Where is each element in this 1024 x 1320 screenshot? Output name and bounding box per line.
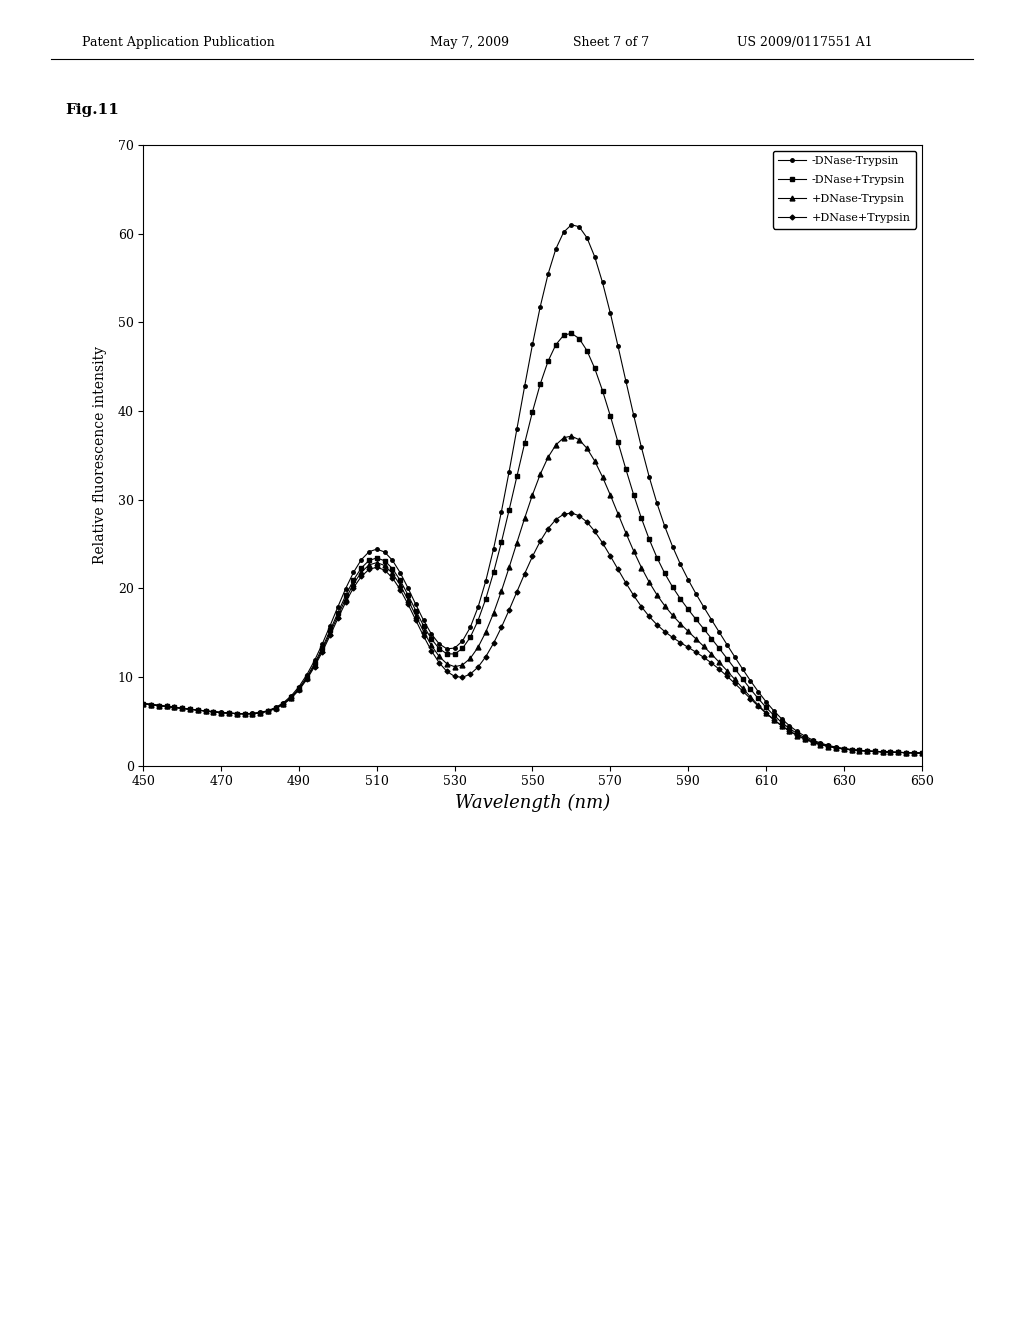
+DNase-Trypsin <box>612 506 625 521</box>
+DNase-Trypsin <box>690 631 702 647</box>
-DNase+Trypsin <box>729 661 741 677</box>
-DNase+Trypsin <box>915 746 928 762</box>
-DNase-Trypsin <box>137 696 150 711</box>
+DNase+Trypsin <box>729 676 741 692</box>
Line: -DNase+Trypsin: -DNase+Trypsin <box>141 331 924 755</box>
+DNase+Trypsin <box>690 644 702 660</box>
+DNase-Trypsin <box>332 607 344 623</box>
Line: +DNase+Trypsin: +DNase+Trypsin <box>141 511 924 755</box>
-DNase-Trypsin <box>191 702 204 718</box>
Line: -DNase-Trypsin: -DNase-Trypsin <box>141 223 924 755</box>
-DNase-Trypsin <box>690 586 702 602</box>
-DNase-Trypsin <box>612 338 625 354</box>
Text: May 7, 2009: May 7, 2009 <box>430 36 509 49</box>
+DNase+Trypsin <box>191 702 204 718</box>
-DNase-Trypsin <box>565 216 578 232</box>
+DNase-Trypsin <box>191 702 204 718</box>
-DNase+Trypsin <box>137 696 150 711</box>
X-axis label: Wavelength (nm): Wavelength (nm) <box>455 793 610 812</box>
+DNase+Trypsin <box>612 561 625 577</box>
-DNase-Trypsin <box>729 649 741 665</box>
-DNase+Trypsin <box>612 434 625 450</box>
+DNase-Trypsin <box>137 696 150 711</box>
+DNase+Trypsin <box>915 744 928 760</box>
-DNase+Trypsin <box>191 702 204 718</box>
+DNase+Trypsin <box>565 506 578 521</box>
Text: US 2009/0117551 A1: US 2009/0117551 A1 <box>737 36 872 49</box>
Legend: -DNase-Trypsin, -DNase+Trypsin, +DNase-Trypsin, +DNase+Trypsin: -DNase-Trypsin, -DNase+Trypsin, +DNase-T… <box>772 150 916 228</box>
-DNase+Trypsin <box>565 325 578 341</box>
-DNase+Trypsin <box>332 605 344 620</box>
-DNase-Trypsin <box>332 599 344 615</box>
+DNase-Trypsin <box>496 583 508 599</box>
Text: Sheet 7 of 7: Sheet 7 of 7 <box>573 36 649 49</box>
Line: +DNase-Trypsin: +DNase-Trypsin <box>141 434 924 755</box>
+DNase+Trypsin <box>332 611 344 627</box>
+DNase-Trypsin <box>565 428 578 444</box>
+DNase+Trypsin <box>137 696 150 711</box>
-DNase-Trypsin <box>496 504 508 520</box>
+DNase-Trypsin <box>729 672 741 688</box>
-DNase+Trypsin <box>690 611 702 627</box>
Y-axis label: Relative fluorescence intensity: Relative fluorescence intensity <box>92 346 106 565</box>
+DNase-Trypsin <box>915 746 928 762</box>
Text: Patent Application Publication: Patent Application Publication <box>82 36 274 49</box>
-DNase-Trypsin <box>915 744 928 760</box>
Text: Fig.11: Fig.11 <box>66 103 120 117</box>
-DNase+Trypsin <box>496 535 508 550</box>
+DNase+Trypsin <box>496 619 508 635</box>
